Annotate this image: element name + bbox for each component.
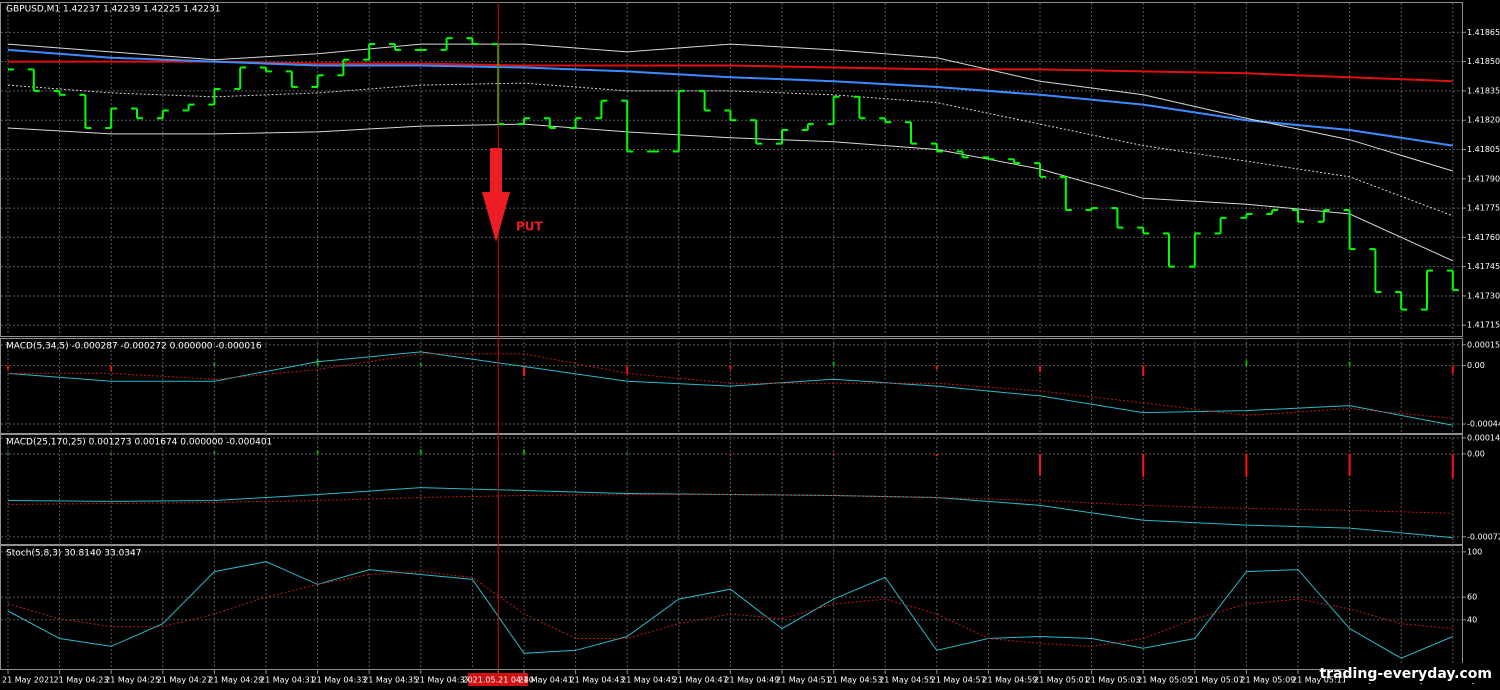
x-tick-label: 21 May 04:29: [208, 676, 263, 685]
x-tick-label: 2021.05.21 04:40: [462, 676, 533, 685]
x-tick-label: 21 May 05:05: [1137, 676, 1192, 685]
grid: [1, 3, 1462, 668]
indicator-line: [7, 571, 1453, 647]
y-tick-label: 0.00: [1467, 361, 1485, 370]
y-tick-label: 60: [1467, 593, 1477, 602]
y-tick-label: 1.41745: [1467, 262, 1500, 271]
y-tick-label: 1.41715: [1467, 321, 1500, 330]
y-tick-label: 40: [1467, 615, 1477, 624]
plots: [7, 2, 1459, 670]
y-tick-label: 0.00014: [1467, 433, 1500, 442]
watermark-bg: [1345, 663, 1500, 683]
y-tick-label: 1.41760: [1467, 233, 1500, 242]
x-tick-label: 21 May 04:51: [776, 676, 831, 685]
stoch-title: Stoch(5,8,3) 30.8140 33.0347: [6, 549, 141, 559]
indicator-line: [7, 487, 1453, 539]
y-tick-label: -0.000448: [1467, 420, 1500, 429]
watermark: trading-everyday.com: [1319, 666, 1492, 682]
x-tick-label: 21 May 05:09: [1240, 676, 1295, 685]
x-tick-label: 21 May 05:01: [1034, 676, 1089, 685]
y-tick-label: 1.41850: [1467, 57, 1500, 66]
indicator-line: [8, 353, 1453, 419]
x-tick-label: 21 May 04:43: [570, 676, 625, 685]
y-tick-label: 100: [1467, 547, 1482, 556]
indicator-line: [7, 82, 1453, 217]
indicator-line: [7, 43, 1453, 172]
x-tick-label: 21 May 04:25: [105, 676, 160, 685]
indicator-line: [7, 48, 1453, 147]
indicator-line: [7, 561, 1453, 659]
x-tick-label: 21 May 04:55: [879, 676, 934, 685]
x-tick-label: 21 May 04:41: [518, 676, 573, 685]
price-panel-border: [0, 2, 1463, 337]
put-arrow: [482, 148, 510, 242]
y-tick-label: -0.000723: [1467, 532, 1500, 541]
x-tick-label: 21 May 2021: [2, 676, 54, 685]
x-tick-label: 21 May 04:47: [673, 676, 728, 685]
macd2-title: MACD(25,170,25) 0.001273 0.001674 0.0000…: [6, 438, 272, 448]
stoch-panel-border: [0, 545, 1463, 670]
x-tick-label: 21 May 04:33: [312, 676, 367, 685]
y-tick-label: 1.41805: [1467, 145, 1500, 154]
panels: [0, 2, 1463, 670]
macd1-title: MACD(5,34,5) -0.000287 -0.000272 0.00000…: [6, 342, 262, 352]
x-tick-label: 21 May 04:57: [931, 676, 986, 685]
y-tick-label: 1.41775: [1467, 204, 1500, 213]
chart-title: GBPUSD,M1 1.42237 1.42239 1.42225 1.4223…: [6, 5, 220, 15]
macd2-panel-border: [0, 434, 1463, 545]
y-tick-label: 0.00: [1467, 449, 1485, 458]
x-axis: 1.41865 1.41850 1.41835 1.41820 1.41805 1.417…: [2, 28, 1500, 686]
x-label-highlight: [468, 673, 529, 686]
x-tick-label: 21 May 05:03: [1086, 676, 1141, 685]
x-tick-label: 21 May 04:49: [724, 676, 779, 685]
x-tick-label: 21 May 04:53: [828, 676, 883, 685]
y-tick-label: 1.41790: [1467, 174, 1500, 183]
x-tick-label: 21 May 05:07: [1189, 676, 1244, 685]
indicator-line: [7, 494, 1453, 514]
x-tick-label: 21 May 04:37: [415, 676, 470, 685]
x-tick-label: 21 May 04:45: [621, 676, 676, 685]
y-tick-label: 1.41820: [1467, 116, 1500, 125]
y-tick-label: 1.41865: [1467, 28, 1500, 37]
x-tick-label: 21 May 04:23: [54, 676, 109, 685]
x-tick-label: 21 May 04:27: [157, 676, 212, 685]
x-tick-label: 21 May 04:35: [363, 676, 418, 685]
macd1-panel-border: [0, 338, 1463, 434]
y-tick-label: 0.000159: [1467, 340, 1500, 349]
x-tick-label: 21 May 04:59: [982, 676, 1037, 685]
x-tick-label: 21 May 05:11: [1292, 676, 1347, 685]
x-tick-label: 21 May 04:31: [260, 676, 315, 685]
y-tick-label: 1.41835: [1467, 86, 1500, 95]
put-label: PUT: [516, 220, 544, 234]
indicator-line: [7, 123, 1454, 262]
y-tick-label: 1.41730: [1467, 291, 1500, 300]
